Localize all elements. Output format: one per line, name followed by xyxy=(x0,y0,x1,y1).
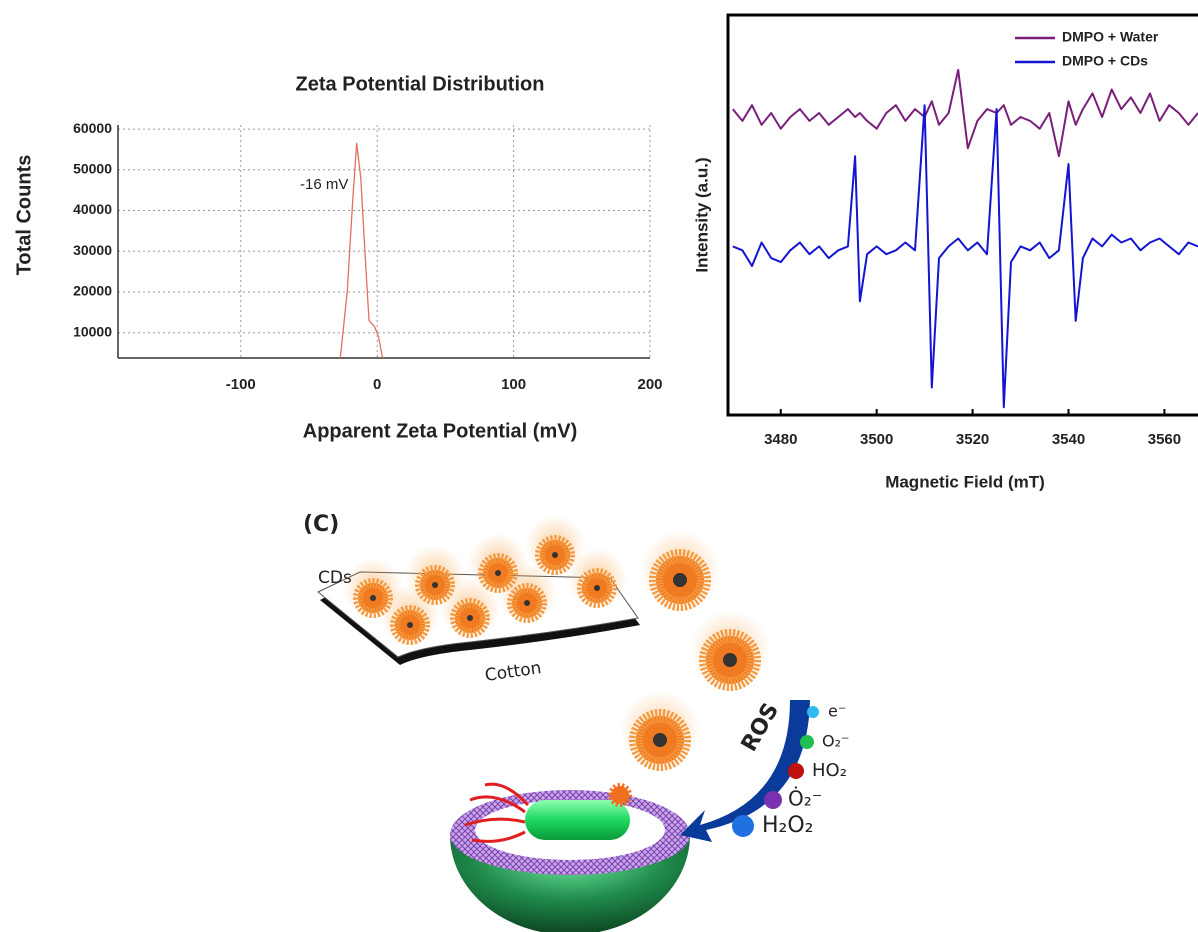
dot-core xyxy=(653,733,667,747)
x-tick-label: 100 xyxy=(501,376,526,393)
species-label: HO₂ xyxy=(812,760,847,781)
carbon-dots xyxy=(343,515,770,771)
x-tick-label: -100 xyxy=(226,376,256,393)
y-tick-label: 10000 xyxy=(73,323,112,339)
data-line xyxy=(339,142,384,359)
species-label: Ȯ₂⁻ xyxy=(788,787,822,811)
x-tick-label: 3540 xyxy=(1052,431,1085,448)
y-axis-label: Total Counts xyxy=(13,155,35,276)
dot-core xyxy=(594,585,600,591)
x-axis-label: Apparent Zeta Potential (mV) xyxy=(303,420,577,442)
species-dot xyxy=(788,763,804,779)
y-axis-label: Intensity (a.u.) xyxy=(692,157,711,272)
dot-core xyxy=(432,582,438,588)
y-tick-label: 60000 xyxy=(73,120,112,136)
dot-core xyxy=(495,570,501,576)
chart-title: Zeta Potential Distribution xyxy=(296,73,545,95)
species-dot xyxy=(800,735,814,749)
bacterium xyxy=(525,800,630,840)
sheet-label: Cotton xyxy=(484,658,543,686)
species-label: O₂⁻ xyxy=(822,732,849,751)
y-tick-label: 30000 xyxy=(73,242,112,258)
diagram: (C) CDs Cotton ROS e⁻ O₂⁻ HO₂ Ȯ₂⁻ H₂O₂ xyxy=(303,512,849,932)
panel-label: (C) xyxy=(303,512,339,537)
species-dot xyxy=(764,791,782,809)
dot-core xyxy=(552,552,558,558)
dot-core xyxy=(524,600,530,606)
y-tick-label: 40000 xyxy=(73,201,112,217)
x-tick-label: 200 xyxy=(637,376,662,393)
y-tick-label: 50000 xyxy=(73,161,112,177)
species-dot xyxy=(732,815,754,837)
dot-core xyxy=(723,653,737,667)
species-dot xyxy=(807,706,819,718)
x-tick-label: 3520 xyxy=(956,431,989,448)
y-tick-label: 20000 xyxy=(73,283,112,299)
data-line xyxy=(732,68,1198,158)
dot-core xyxy=(673,573,687,587)
annotation: -16 mV xyxy=(300,176,348,193)
x-axis-label: Magnetic Field (mT) xyxy=(885,472,1045,491)
arrow-label: ROS xyxy=(737,699,784,756)
cell-body xyxy=(450,835,690,932)
legend-label: DMPO + CDs xyxy=(1062,53,1148,69)
x-tick-label: 3480 xyxy=(764,431,797,448)
data-line xyxy=(732,104,1198,409)
dot-core xyxy=(370,595,376,601)
particle xyxy=(608,783,632,807)
species-label: e⁻ xyxy=(828,702,846,721)
x-tick-label: 3560 xyxy=(1148,431,1181,448)
legend-label: DMPO + Water xyxy=(1062,29,1159,45)
x-tick-label: 0 xyxy=(373,376,381,393)
flagella xyxy=(464,782,530,843)
dot-core xyxy=(407,622,413,628)
plot-frame xyxy=(726,13,1198,417)
x-tick-label: 3500 xyxy=(860,431,893,448)
species-label: H₂O₂ xyxy=(762,813,814,838)
dot-core xyxy=(467,615,473,621)
ros-arrow xyxy=(680,700,810,842)
